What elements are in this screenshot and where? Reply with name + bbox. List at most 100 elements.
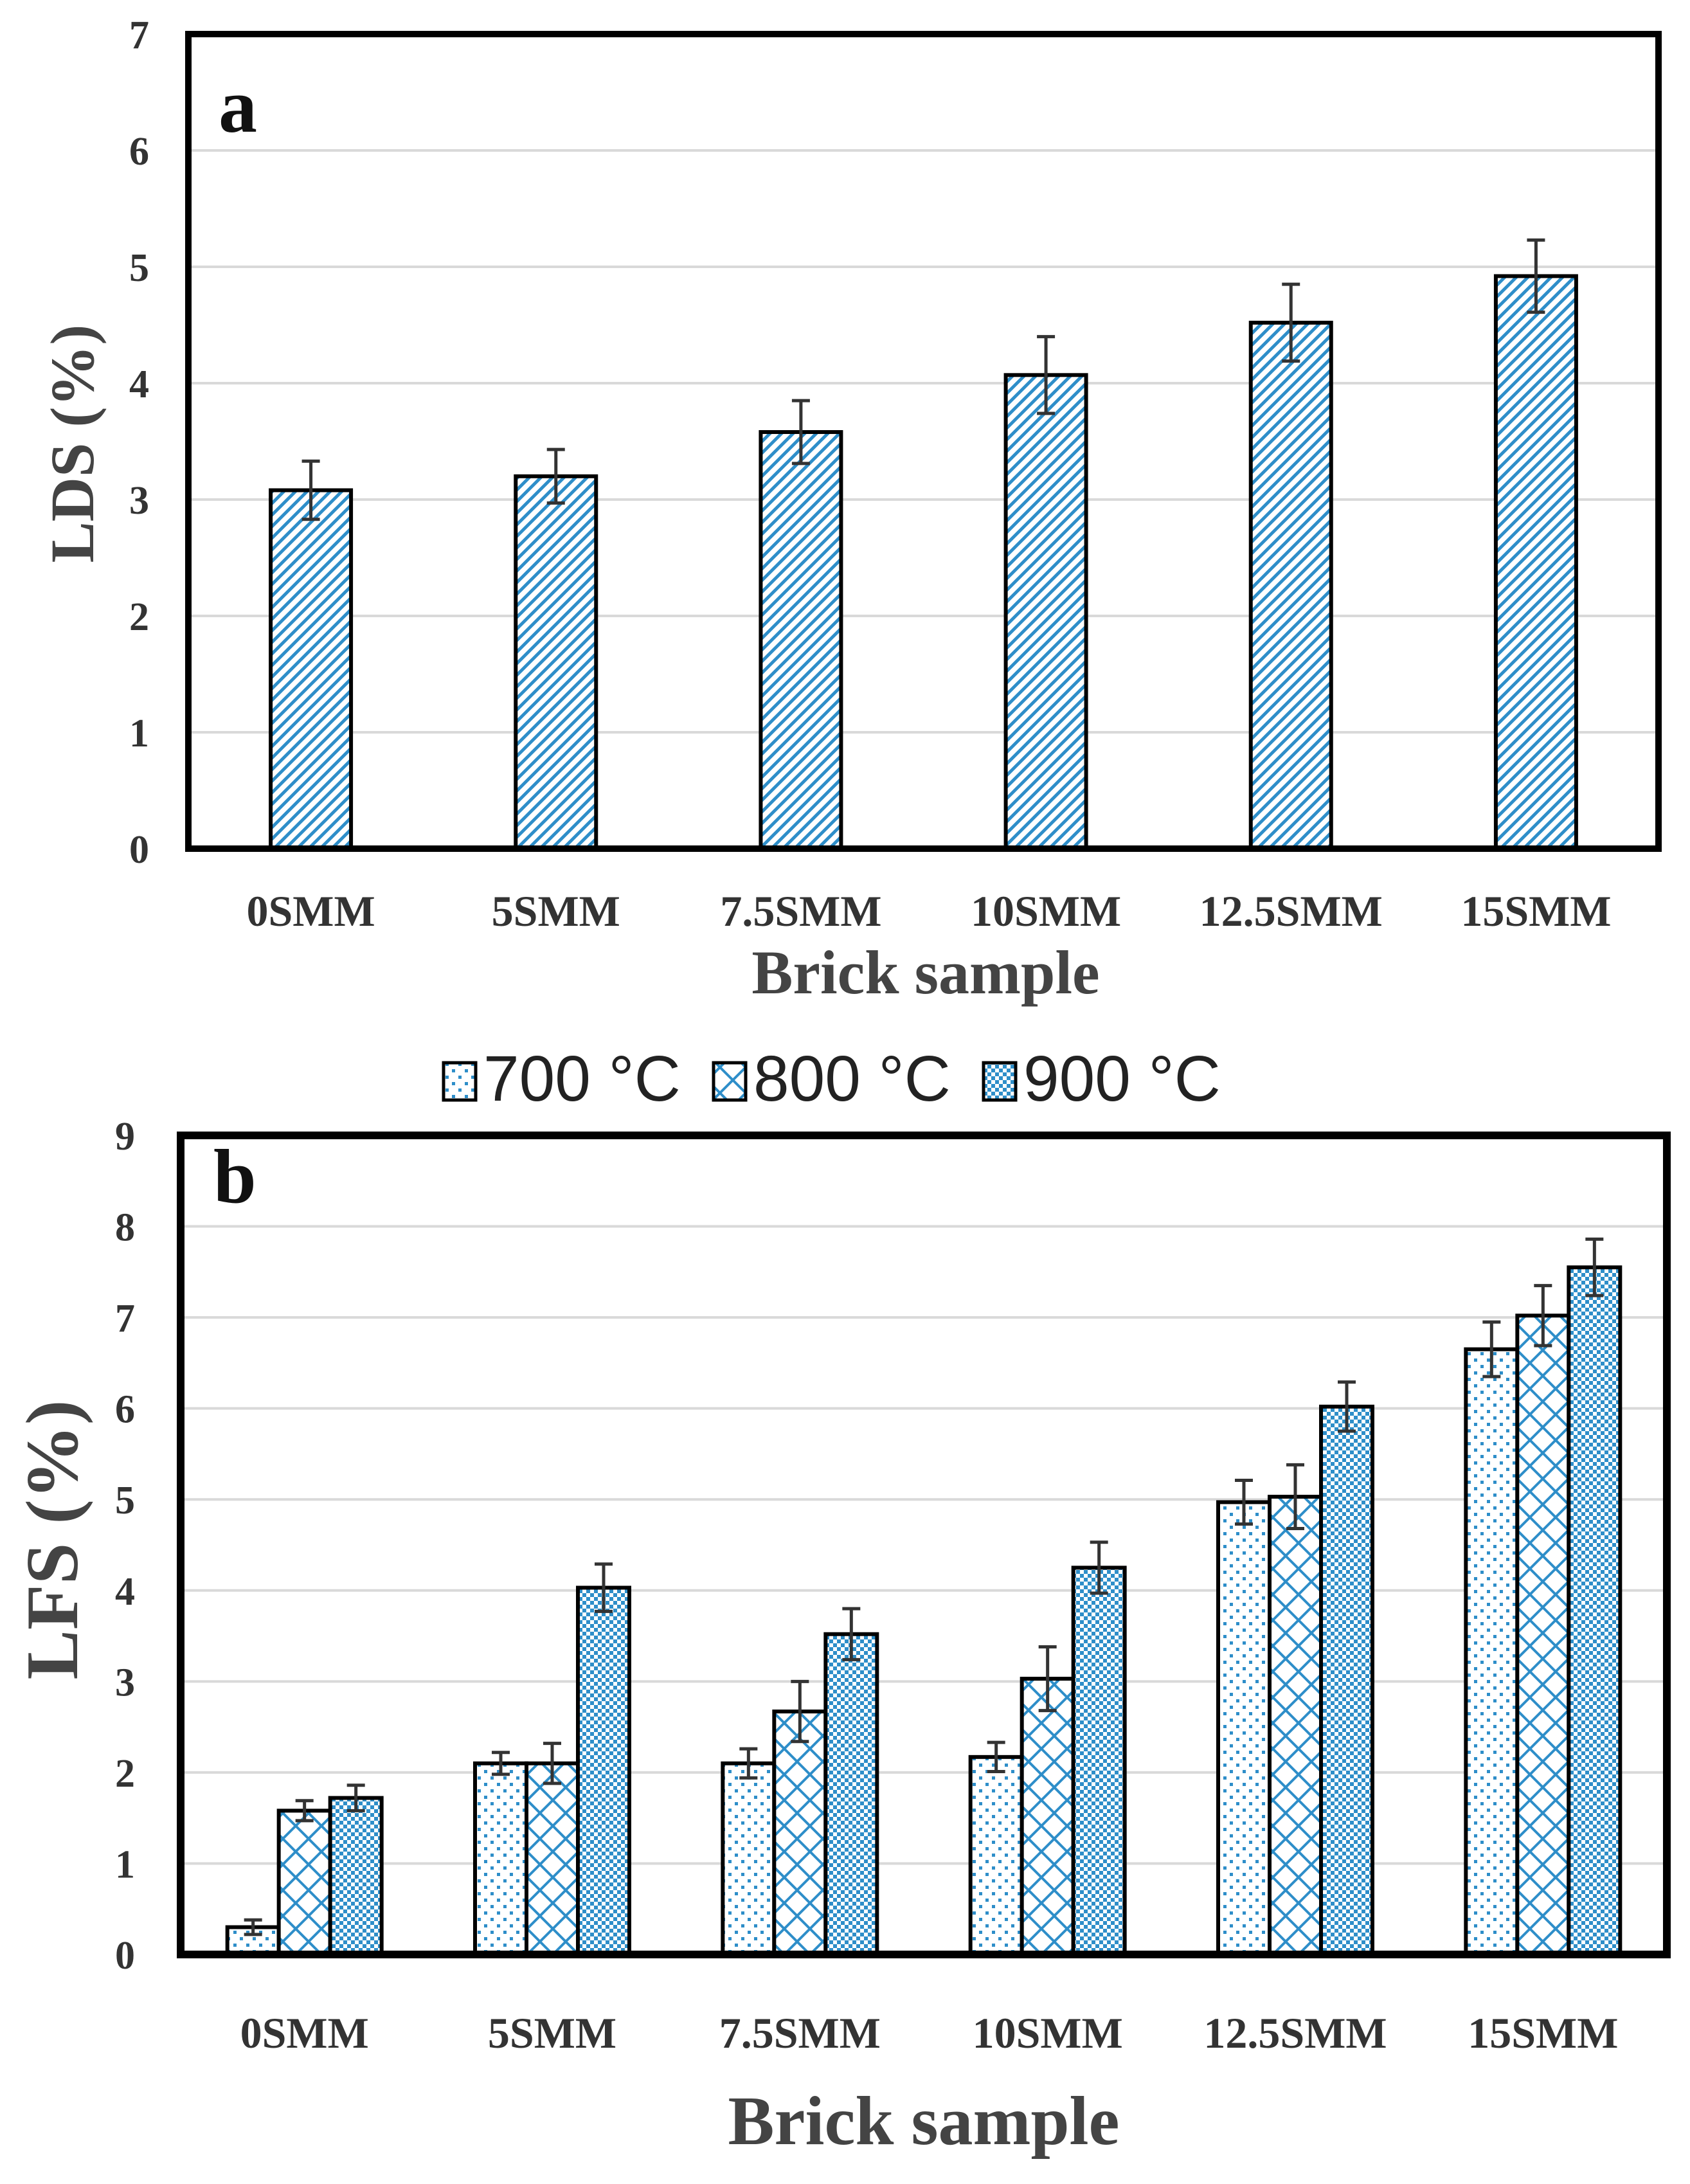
panel-b-y-ticks: 0 1 2 3 4 5 6 7 8 9 — [115, 1115, 135, 1978]
bar — [759, 430, 843, 851]
y-tick-label: 6 — [129, 130, 149, 174]
panel-a-x-axis-title: Brick sample — [751, 938, 1099, 1007]
y-tick-label: 3 — [115, 1661, 135, 1704]
bar — [1071, 1566, 1127, 1956]
error-bar — [1038, 1645, 1057, 1713]
error-bar — [301, 459, 320, 521]
panel-a: 0 1 2 3 4 5 6 7 0SMM 5SMM 7.5SMM 10SMM 12.5SMM 15SMM… — [38, 14, 1662, 1007]
error-bar — [1527, 238, 1545, 314]
y-tick-label: 7 — [115, 1297, 135, 1340]
y-tick-label: 6 — [115, 1388, 135, 1432]
panel-b-gridlines — [181, 1225, 1667, 1956]
bar — [1464, 1347, 1520, 1956]
legend-swatch-700 — [442, 1061, 478, 1102]
bar — [721, 1761, 777, 1957]
y-tick-label: 8 — [115, 1206, 135, 1250]
panel-a-x-ticks: 0SMM 5SMM 7.5SMM 10SMM 12.5SMM 15SMM — [246, 887, 1611, 935]
y-tick-label: 1 — [115, 1843, 135, 1886]
x-tick-label: 15SMM — [1461, 887, 1611, 935]
bar — [525, 1761, 580, 1957]
bar — [276, 1809, 332, 1957]
panel-b-x-axis-title: Brick sample — [728, 2083, 1120, 2160]
panel-b-letter: b — [213, 1133, 256, 1219]
x-tick-label: 7.5SMM — [720, 887, 881, 935]
legend-label-700: 700 °C — [483, 1043, 681, 1115]
x-tick-label: 15SMM — [1468, 2008, 1618, 2057]
panel-a-letter: a — [219, 63, 257, 149]
panel-a-y-ticks: 0 1 2 3 4 5 6 7 — [129, 14, 149, 872]
bar — [1248, 320, 1333, 851]
y-tick-label: 5 — [129, 246, 149, 290]
error-bar — [1338, 1380, 1356, 1433]
bar — [514, 474, 598, 851]
y-tick-label: 5 — [115, 1479, 135, 1522]
legend: 700 °C 800 °C 900 °C — [442, 1043, 1221, 1115]
bar — [968, 1755, 1024, 1957]
y-tick-label: 1 — [129, 712, 149, 755]
legend-swatch-800 — [712, 1061, 748, 1102]
panel-b: 0 1 2 3 4 5 6 7 8 9 0SMM 5SMM 7.5SMM 10SMM 12.5SMM 15S… — [12, 1115, 1671, 2160]
legend-item-700: 700 °C — [442, 1043, 681, 1115]
error-bar — [1090, 1540, 1108, 1595]
x-tick-label: 10SMM — [971, 887, 1121, 935]
bar — [1003, 373, 1088, 851]
panel-a-error-bars — [301, 238, 1545, 521]
error-bar — [791, 1679, 809, 1744]
bar — [1493, 274, 1578, 851]
error-bar — [1585, 1237, 1604, 1297]
bar — [1515, 1313, 1571, 1956]
error-bar — [543, 1742, 561, 1785]
error-bar — [1482, 1320, 1501, 1378]
error-bar — [595, 1562, 613, 1613]
bar — [576, 1585, 631, 1956]
panel-a-plot-frame — [185, 31, 1662, 852]
y-tick-label: 0 — [129, 828, 149, 872]
error-bar — [1534, 1284, 1552, 1348]
panel-b-x-ticks: 0SMM 5SMM 7.5SMM 10SMM 12.5SMM 15SMM — [240, 2008, 1619, 2057]
error-bar — [244, 1918, 262, 1936]
bar — [473, 1761, 528, 1957]
y-tick-label: 2 — [115, 1752, 135, 1796]
bar — [772, 1710, 828, 1956]
error-bar — [1286, 1463, 1304, 1531]
x-tick-label: 0SMM — [240, 2008, 369, 2057]
error-bar — [295, 1799, 314, 1823]
bar — [1567, 1265, 1623, 1956]
x-tick-label: 0SMM — [246, 887, 375, 935]
panel-b-plot-frame — [177, 1132, 1671, 1958]
panel-b-y-axis-title: LFS (%) — [12, 1400, 94, 1680]
error-bar — [739, 1747, 758, 1780]
x-tick-label: 7.5SMM — [719, 2008, 881, 2057]
x-tick-label: 5SMM — [488, 2008, 616, 2057]
x-tick-label: 5SMM — [492, 887, 620, 935]
y-tick-label: 2 — [129, 595, 149, 639]
legend-label-900: 900 °C — [1023, 1043, 1221, 1115]
legend-item-800: 800 °C — [712, 1043, 951, 1115]
error-bar — [1235, 1479, 1253, 1526]
error-bar — [346, 1783, 365, 1812]
panel-b-bars — [225, 1265, 1623, 1957]
y-tick-label: 4 — [129, 363, 149, 406]
error-bar — [791, 399, 810, 465]
panel-a-gridlines — [188, 149, 1659, 851]
panel-a-y-axis-title: LDS (%) — [38, 325, 107, 563]
error-bar — [492, 1751, 510, 1776]
y-tick-label: 3 — [129, 479, 149, 523]
panel-a-bars — [269, 274, 1578, 851]
error-bar — [842, 1607, 861, 1661]
bar — [269, 488, 354, 851]
error-bar — [1282, 282, 1300, 363]
y-tick-label: 0 — [115, 1934, 135, 1978]
error-bar — [1037, 335, 1056, 415]
bar — [1268, 1494, 1323, 1956]
y-tick-label: 4 — [115, 1570, 135, 1614]
x-tick-label: 10SMM — [973, 2008, 1123, 2057]
x-tick-label: 12.5SMM — [1200, 887, 1383, 935]
y-tick-label: 9 — [115, 1115, 135, 1159]
bar — [1216, 1500, 1272, 1957]
error-bar — [546, 447, 565, 505]
legend-item-900: 900 °C — [982, 1043, 1221, 1115]
x-tick-label: 12.5SMM — [1203, 2008, 1387, 2057]
bar — [1020, 1677, 1075, 1956]
